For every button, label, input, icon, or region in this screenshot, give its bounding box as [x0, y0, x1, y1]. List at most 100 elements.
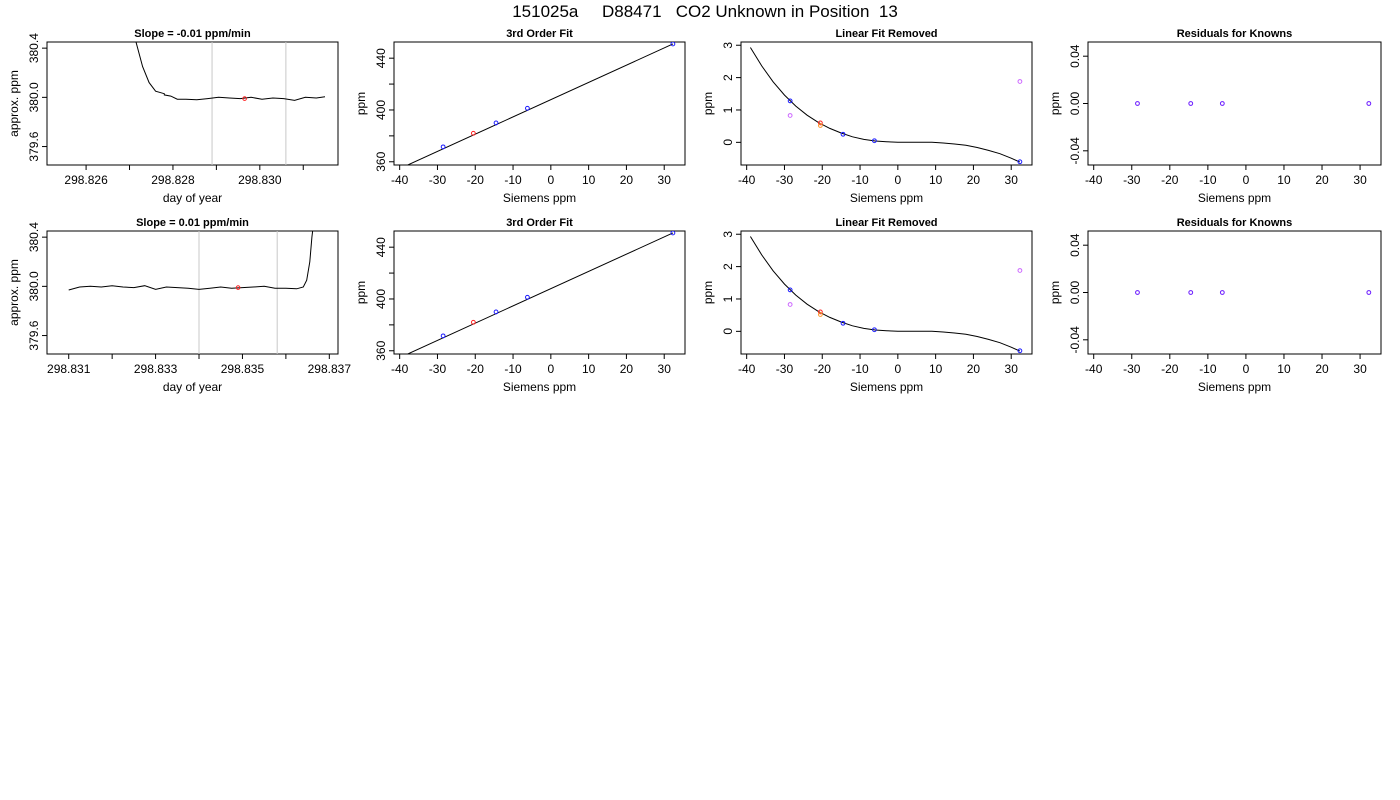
data-point: [787, 287, 793, 293]
plot-frame: [46, 230, 339, 355]
x-tick-label: 0: [547, 173, 554, 187]
x-axis-label: Siemens ppm: [1198, 380, 1271, 394]
fit-curve: [749, 236, 1021, 352]
y-tick-label: 379.6: [27, 131, 41, 161]
data-point: [840, 131, 846, 137]
data-point: [872, 327, 877, 333]
x-tick-label: -30: [776, 362, 794, 376]
chart-title: Residuals for Knowns: [1177, 217, 1293, 229]
data-point: [787, 113, 793, 118]
x-axis-label: Siemens ppm: [850, 191, 923, 205]
plot-area: [406, 231, 676, 354]
y-tick-label: 400: [374, 100, 388, 120]
x-tick-label: 298.833: [134, 362, 178, 376]
y-tick-label: 400: [374, 289, 388, 309]
y-tick-label: 0.00: [1068, 91, 1082, 115]
x-tick-label: 10: [1277, 173, 1291, 187]
x-tick-label: -40: [1085, 173, 1103, 187]
x-tick-label: -40: [738, 362, 756, 376]
x-tick-label: -10: [851, 362, 869, 376]
x-tick-label: -20: [1161, 173, 1179, 187]
y-tick-label: 0: [721, 139, 735, 146]
y-tick-label: 440: [374, 48, 388, 68]
y-axis-label: ppm: [701, 92, 715, 115]
x-tick-label: 10: [929, 173, 943, 187]
panel-grid: Slope = -0.01 ppm/min 298.826 298.828 298.8…: [7, 28, 1382, 394]
x-axis-label: Siemens ppm: [1198, 191, 1271, 205]
plot-area: [1135, 290, 1372, 295]
plot-area: [406, 42, 676, 165]
page-title: 151025a D88471 CO2 Unknown in Position 1…: [512, 2, 898, 21]
x-tick-label: 0: [894, 173, 901, 187]
x-axis-label: Siemens ppm: [850, 380, 923, 394]
y-tick-label: 379.6: [27, 320, 41, 350]
data-point: [1135, 290, 1140, 295]
x-axis-label: day of year: [163, 191, 222, 205]
y-axis-label: ppm: [1048, 281, 1062, 304]
y-axis-label: ppm: [701, 281, 715, 304]
x-tick-label: 298.835: [221, 362, 265, 376]
chart-title: 3rd Order Fit: [506, 28, 573, 40]
chart-panel-row1-time: Slope = -0.01 ppm/min 298.826 298.828 298.8…: [7, 28, 339, 205]
x-tick-label: -20: [814, 362, 832, 376]
data-point: [525, 294, 530, 300]
y-tick-label: 1: [721, 295, 735, 302]
plot-frame: [393, 230, 686, 355]
x-tick-label: 30: [1353, 362, 1367, 376]
ppm-trace: [135, 42, 326, 101]
data-point: [1017, 159, 1023, 165]
sample-marker: [242, 96, 247, 101]
y-tick-label: 2: [721, 263, 735, 270]
chart-title: Linear Fit Removed: [835, 217, 937, 229]
x-tick-label: 298.826: [64, 173, 108, 187]
y-tick-label: 2: [721, 74, 735, 81]
data-point: [440, 333, 446, 339]
x-tick-label: 0: [1243, 362, 1250, 376]
x-tick-label: -10: [504, 173, 522, 187]
chart-title: Slope = 0.01 ppm/min: [136, 217, 249, 229]
fit-line: [406, 43, 674, 165]
x-tick-label: -10: [504, 362, 522, 376]
x-tick-label: 10: [582, 173, 596, 187]
x-tick-label: 30: [658, 362, 672, 376]
y-tick-label: 360: [374, 151, 388, 171]
data-point: [1366, 290, 1372, 295]
x-tick-label: -10: [1199, 362, 1217, 376]
data-point: [787, 302, 793, 307]
x-tick-label: 10: [582, 362, 596, 376]
ppm-trace: [68, 231, 314, 291]
x-tick-label: 20: [620, 362, 634, 376]
y-tick-label: 360: [374, 340, 388, 360]
x-tick-label: 20: [1315, 362, 1329, 376]
x-tick-label: 298.837: [308, 362, 352, 376]
y-tick-label: 380.0: [27, 271, 41, 301]
x-tick-label: -30: [1123, 362, 1141, 376]
plot-area: [749, 236, 1023, 354]
plot-area: [135, 42, 326, 165]
x-tick-label: -40: [1085, 362, 1103, 376]
y-tick-label: 0.04: [1068, 44, 1082, 68]
chart-panel-row1-residuals: Residuals for Knowns -40 -30 -20 -10 0 10 20 30 -…: [1048, 28, 1382, 205]
data-point: [1219, 290, 1225, 295]
x-axis-label: Siemens ppm: [503, 380, 576, 394]
chart-panel-row2-time: Slope = 0.01 ppm/min 298.831 298.833 298.83…: [7, 217, 351, 394]
y-axis-label: ppm: [354, 92, 368, 115]
data-point: [525, 105, 530, 111]
data-point: [1366, 101, 1372, 106]
x-tick-label: -30: [1123, 173, 1141, 187]
fit-curve: [749, 47, 1021, 163]
data-point: [840, 320, 846, 326]
y-axis-label: approx. ppm: [7, 70, 21, 137]
y-tick-label: 1: [721, 106, 735, 113]
x-tick-label: 0: [1243, 173, 1250, 187]
chart-panel-row1-fit: 3rd Order Fit -40 -30 -20 -10 0 10 20 30 360 400 44…: [354, 28, 686, 205]
x-tick-label: 30: [1353, 173, 1367, 187]
data-point: [1017, 348, 1023, 354]
data-point: [817, 123, 823, 128]
x-tick-label: -10: [1199, 173, 1217, 187]
plot-frame: [393, 41, 686, 166]
x-tick-label: -20: [1161, 362, 1179, 376]
plot-frame: [740, 230, 1033, 355]
plot-area: [1135, 101, 1372, 106]
